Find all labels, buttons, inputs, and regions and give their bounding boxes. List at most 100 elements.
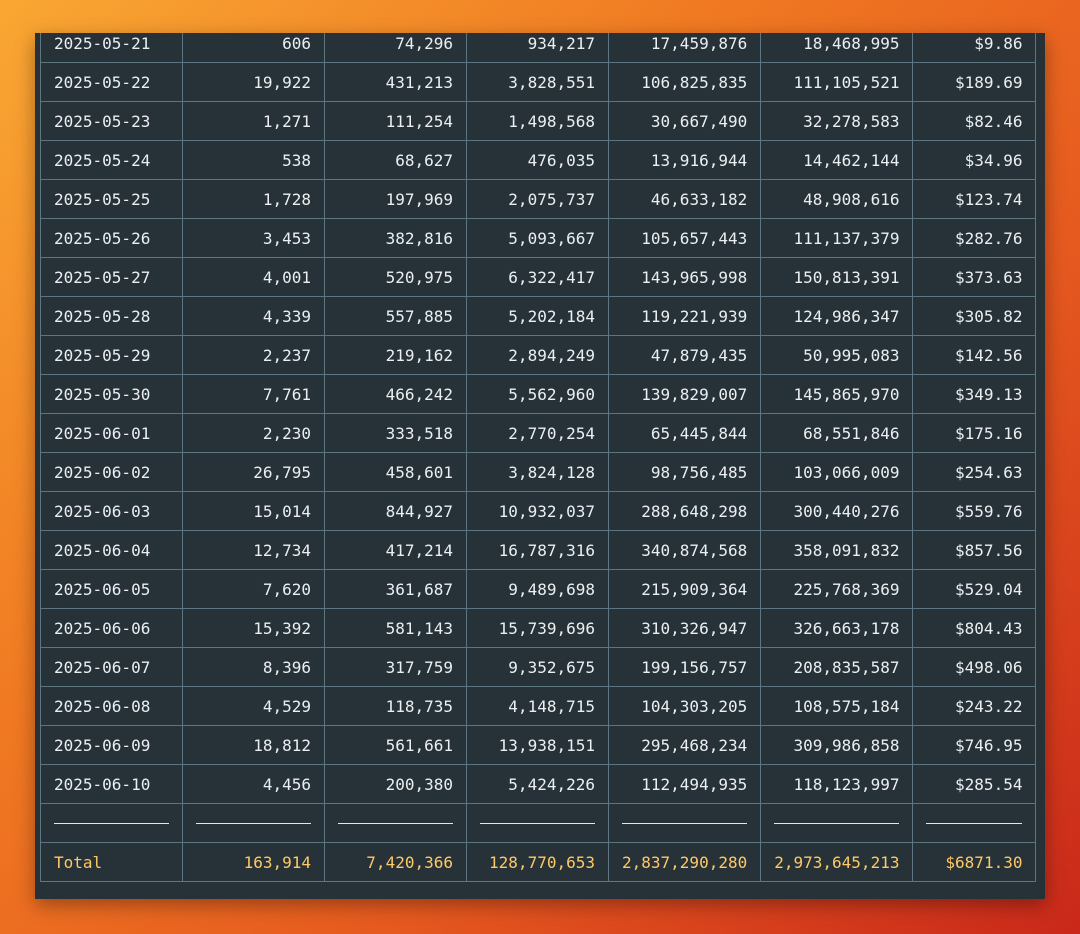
table-row: 2025-05-23 1,271 111,254 1,498,568 30,667,49…	[40, 101, 1037, 141]
table-row: 2025-05-28 4,339 557,885 5,202,184 119,221,9…	[40, 296, 1037, 336]
value-cell-4: 47,879,435	[607, 335, 762, 375]
value-cell-5: 124,986,347	[760, 296, 914, 336]
date-cell: 2025-05-27	[40, 257, 183, 297]
value-cell-4: 98,756,485	[607, 452, 762, 492]
value-cell-4: 295,468,234	[607, 725, 762, 765]
value-cell-5: 14,462,144	[760, 140, 914, 180]
value-cell-2: 520,975	[324, 257, 467, 297]
cost-cell: $282.76	[912, 218, 1037, 258]
separator-cell	[40, 803, 183, 843]
date-cell: 2025-05-26	[40, 218, 183, 258]
value-cell-3: 13,938,151	[466, 725, 609, 765]
date-cell: 2025-06-05	[40, 569, 183, 609]
total-value: $6871.30	[912, 842, 1037, 882]
terminal-window: 2025-05-21 606 74,296 934,217 17,459,876 18,4…	[35, 33, 1045, 899]
value-cell-4: 288,648,298	[607, 491, 762, 531]
value-cell-2: 118,735	[324, 686, 467, 726]
value-cell-4: 104,303,205	[607, 686, 762, 726]
cost-cell: $857.56	[912, 530, 1037, 570]
value-cell-5: 50,995,083	[760, 335, 914, 375]
table-row: 2025-06-05 7,620 361,687 9,489,698 215,909,3…	[40, 569, 1037, 609]
cost-cell: $175.16	[912, 413, 1037, 453]
value-cell-4: 310,326,947	[607, 608, 762, 648]
value-cell-4: 106,825,835	[607, 62, 762, 102]
value-cell-4: 119,221,939	[607, 296, 762, 336]
value-cell-1: 1,271	[182, 101, 325, 141]
cost-cell: $9.86	[912, 33, 1037, 63]
value-cell-3: 1,498,568	[466, 101, 609, 141]
value-cell-3: 9,489,698	[466, 569, 609, 609]
table-row: 2025-06-10 4,456 200,380 5,424,226 112,494,9…	[40, 764, 1037, 804]
value-cell-2: 417,214	[324, 530, 467, 570]
value-cell-1: 606	[182, 33, 325, 63]
value-cell-4: 17,459,876	[607, 33, 762, 63]
table-row: 2025-06-08 4,529 118,735 4,148,715 104,303,2…	[40, 686, 1037, 726]
separator-cell	[466, 803, 609, 843]
value-cell-3: 5,562,960	[466, 374, 609, 414]
table-row: 2025-05-29 2,237 219,162 2,894,249 47,879,43…	[40, 335, 1037, 375]
value-cell-5: 48,908,616	[760, 179, 914, 219]
value-cell-5: 358,091,832	[760, 530, 914, 570]
value-cell-2: 111,254	[324, 101, 467, 141]
value-cell-5: 108,575,184	[760, 686, 914, 726]
date-cell: 2025-05-21	[40, 33, 183, 63]
value-cell-5: 32,278,583	[760, 101, 914, 141]
value-cell-1: 7,761	[182, 374, 325, 414]
value-cell-3: 10,932,037	[466, 491, 609, 531]
value-cell-3: 476,035	[466, 140, 609, 180]
value-cell-1: 2,237	[182, 335, 325, 375]
value-cell-2: 431,213	[324, 62, 467, 102]
date-cell: 2025-05-24	[40, 140, 183, 180]
table-row: 2025-05-21 606 74,296 934,217 17,459,876 18,4…	[40, 33, 1037, 63]
value-cell-5: 208,835,587	[760, 647, 914, 687]
value-cell-1: 538	[182, 140, 325, 180]
value-cell-2: 200,380	[324, 764, 467, 804]
total-label: Total	[40, 842, 183, 882]
table-row: 2025-05-24 538 68,627 476,035 13,916,944 14,4…	[40, 140, 1037, 180]
cost-cell: $285.54	[912, 764, 1037, 804]
value-cell-2: 466,242	[324, 374, 467, 414]
value-cell-3: 5,202,184	[466, 296, 609, 336]
table-body: 2025-05-21 606 74,296 934,217 17,459,876 18,4…	[40, 33, 1037, 882]
value-cell-3: 5,093,667	[466, 218, 609, 258]
value-cell-2: 361,687	[324, 569, 467, 609]
value-cell-5: 111,137,379	[760, 218, 914, 258]
cost-cell: $349.13	[912, 374, 1037, 414]
value-cell-2: 557,885	[324, 296, 467, 336]
separator-cell	[607, 803, 762, 843]
value-cell-3: 15,739,696	[466, 608, 609, 648]
value-cell-1: 4,456	[182, 764, 325, 804]
table-row: 2025-06-01 2,230 333,518 2,770,254 65,445,84…	[40, 413, 1037, 453]
cost-cell: $746.95	[912, 725, 1037, 765]
total-value: 2,973,645,213	[760, 842, 914, 882]
value-cell-5: 326,663,178	[760, 608, 914, 648]
date-cell: 2025-06-06	[40, 608, 183, 648]
table-row: 2025-06-07 8,396 317,759 9,352,675 199,156,7…	[40, 647, 1037, 687]
date-cell: 2025-06-07	[40, 647, 183, 687]
date-cell: 2025-05-29	[40, 335, 183, 375]
date-cell: 2025-05-23	[40, 101, 183, 141]
value-cell-5: 300,440,276	[760, 491, 914, 531]
value-cell-3: 3,824,128	[466, 452, 609, 492]
value-cell-4: 143,965,998	[607, 257, 762, 297]
value-cell-4: 65,445,844	[607, 413, 762, 453]
value-cell-2: 382,816	[324, 218, 467, 258]
value-cell-4: 13,916,944	[607, 140, 762, 180]
cost-cell: $804.43	[912, 608, 1037, 648]
value-cell-5: 150,813,391	[760, 257, 914, 297]
value-cell-3: 9,352,675	[466, 647, 609, 687]
value-cell-2: 333,518	[324, 413, 467, 453]
cost-cell: $34.96	[912, 140, 1037, 180]
value-cell-4: 199,156,757	[607, 647, 762, 687]
table-row: 2025-06-09 18,812 561,661 13,938,151 295,468…	[40, 725, 1037, 765]
value-cell-3: 934,217	[466, 33, 609, 63]
value-cell-1: 3,453	[182, 218, 325, 258]
value-cell-1: 4,529	[182, 686, 325, 726]
table-row: 2025-06-03 15,014 844,927 10,932,037 288,648…	[40, 491, 1037, 531]
value-cell-1: 15,392	[182, 608, 325, 648]
date-cell: 2025-06-04	[40, 530, 183, 570]
date-cell: 2025-06-09	[40, 725, 183, 765]
total-value: 2,837,290,280	[607, 842, 762, 882]
table-row: 2025-06-04 12,734 417,214 16,787,316 340,874…	[40, 530, 1037, 570]
value-cell-2: 74,296	[324, 33, 467, 63]
